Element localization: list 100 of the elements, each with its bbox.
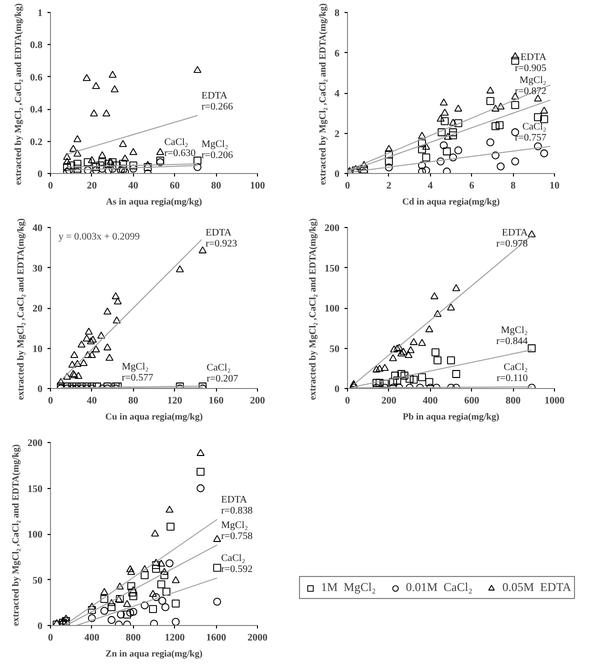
y-tick-label: 20 [32, 304, 42, 314]
annotation: CaCl₂ [221, 552, 246, 564]
y-tick-label: 2 [334, 128, 340, 140]
annotation: r=0.630 [164, 148, 196, 160]
y-tick-label: 0.2 [30, 136, 42, 148]
y-tick-label: 1 [38, 8, 42, 19]
x-axis-title: Cd in aqua regia(mg/kg) [402, 198, 500, 208]
x-tick-label: 0 [345, 180, 350, 192]
x-tick-label: 200 [250, 396, 265, 406]
x-tick-label: 1000 [544, 396, 564, 406]
annotation: r=0.206 [201, 150, 233, 161]
x-tick-label: 6 [469, 180, 474, 192]
annotation: r=0.872 [514, 86, 546, 98]
annotation: r=0.905 [514, 63, 546, 74]
y-axis-title: extracted by MgCl₂ ,CaCl₂ and EDTA(mg/kg) [318, 3, 328, 185]
y-tick-label: 150 [28, 484, 42, 495]
annotation: CaCl₂ [206, 362, 231, 374]
annotation: r=0.978 [496, 238, 528, 250]
y-axis-title: extracted by MgCl₂ ,CaCl₂ and EDTA(mg/kg) [308, 218, 318, 400]
y-tick-label: 40 [32, 223, 42, 234]
x-tick-label: 120 [167, 396, 182, 406]
y-tick-label: 0 [334, 169, 340, 180]
x-tick-label: 100 [250, 180, 265, 192]
annotation: EDTA [502, 228, 529, 238]
x-tick-label: 4 [428, 180, 433, 192]
x-tick-label: 40 [86, 396, 97, 406]
y-tick-label: 8 [334, 8, 340, 19]
y-axis-title: extracted by MgCl₂ ,CaCl₂ and EDTA(mg/kg) [16, 218, 26, 400]
x-tick-label: 600 [464, 396, 480, 406]
legend-label: 0.01M CaCl₂ [406, 580, 472, 595]
x-tick-label: 0 [345, 396, 350, 406]
y-tick-label: 0.4 [30, 104, 42, 116]
annotation: MgCl₂ [500, 324, 528, 336]
x-tick-label: 160 [208, 396, 224, 406]
x-tick-label: 8 [510, 180, 516, 192]
x-tick-label: 400 [84, 632, 100, 644]
annotation: EDTA [206, 228, 232, 238]
annotation: r=0.758 [221, 530, 253, 542]
annotation: r=0.207 [206, 374, 238, 385]
y-tick-label: 0 [334, 384, 340, 395]
annotation: r=0.110 [496, 372, 528, 384]
x-tick-label: 800 [506, 396, 521, 406]
annotation: CaCl₂ [522, 121, 546, 132]
x-tick-label: 80 [128, 396, 138, 406]
x-tick-label: 2000 [248, 632, 268, 644]
x-tick-label: 1600 [206, 632, 226, 644]
annotation: MgCl₂ [221, 520, 248, 531]
annotation: r=0.757 [514, 132, 546, 144]
x-tick-label: 1200 [164, 632, 185, 644]
x-tick-label: 80 [211, 180, 222, 192]
y-axis-title: extracted by MgCl₂ ,CaCl₂ and EDTA(mg/kg) [12, 444, 22, 626]
legend-label: 1M MgCl₂ [321, 580, 376, 595]
x-tick-label: 400 [422, 396, 438, 406]
y-tick-label: 0 [38, 384, 42, 395]
y-tick-label: 50 [32, 575, 42, 586]
annotation: EDTA [201, 90, 228, 102]
x-axis-title: Zn in aqua regia(mg/kg) [105, 650, 203, 660]
x-axis-title: As in aqua regia(mg/kg) [106, 198, 202, 208]
annotation: r=0.844 [496, 336, 528, 347]
annotation: CaCl₂ [504, 362, 528, 373]
y-tick-label: 30 [32, 263, 42, 274]
y-tick-label: 4 [334, 88, 340, 100]
y-tick-label: 200 [28, 438, 42, 449]
x-tick-label: 10 [550, 180, 560, 192]
annotation: y = 0.003x + 0.2099 [58, 232, 140, 242]
x-tick-label: 20 [86, 180, 97, 192]
y-tick-label: 0.6 [30, 72, 42, 84]
annotation: r=0.577 [122, 372, 154, 384]
y-axis-title: extracted by MgCl₂ ,CaCl₂ and EDTA(mg/kg) [14, 3, 24, 185]
y-tick-label: 50 [330, 344, 340, 355]
annotation: MgCl₂ [122, 361, 149, 372]
y-tick-label: 0 [38, 169, 42, 180]
legend-label: 0.05M EDTA [502, 580, 572, 595]
annotation: r=0.923 [206, 238, 238, 250]
annotation: EDTA [520, 52, 548, 64]
x-tick-label: 2 [386, 180, 392, 192]
x-tick-label: 60 [170, 180, 180, 192]
x-axis-title: Pb in aqua regia(mg/kg) [402, 412, 500, 422]
x-tick-label: 40 [128, 180, 138, 192]
x-tick-label: 800 [126, 632, 141, 644]
annotation: r=0.838 [221, 505, 253, 516]
x-axis-title: Cu in aqua regia(mg/kg) [105, 412, 203, 422]
annotation: MgCl₂ [520, 75, 546, 86]
annotation: CaCl₂ [164, 137, 188, 148]
y-tick-label: 10 [32, 344, 42, 355]
x-tick-label: 0 [48, 396, 53, 406]
annotation: r=0.266 [201, 102, 233, 113]
y-tick-label: 200 [324, 223, 340, 234]
x-tick-label: 0 [48, 632, 53, 644]
annotation: r=0.592 [221, 564, 253, 575]
y-tick-label: 150 [324, 263, 340, 274]
annotation: MgCl₂ [201, 138, 228, 150]
y-tick-label: 0 [38, 621, 42, 632]
annotation: EDTA [221, 494, 248, 506]
y-tick-label: 6 [334, 48, 340, 60]
x-tick-label: 200 [381, 396, 396, 406]
x-tick-label: 0 [48, 180, 53, 192]
y-tick-label: 100 [324, 304, 340, 314]
y-tick-label: 100 [28, 530, 42, 540]
y-tick-label: 0.8 [30, 40, 42, 52]
